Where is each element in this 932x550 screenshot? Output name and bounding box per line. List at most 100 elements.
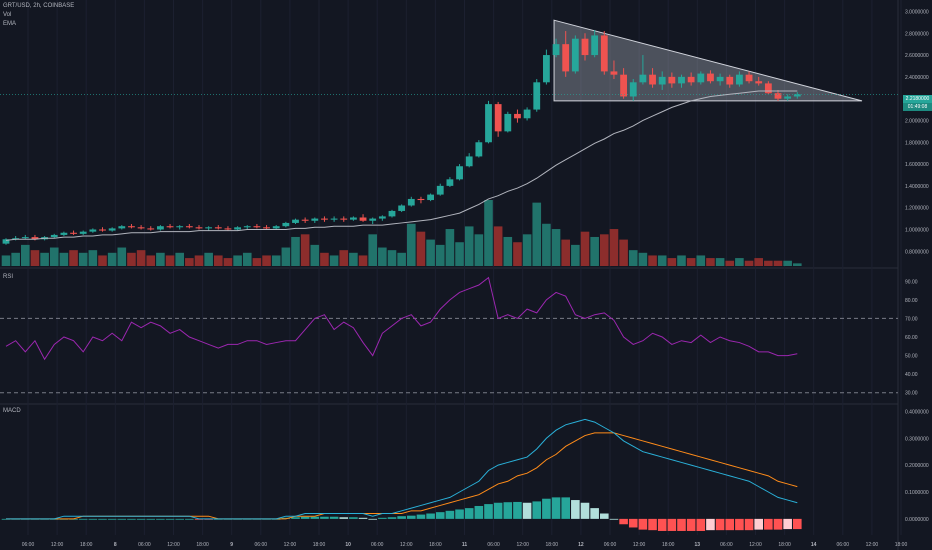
volume-bar [214, 255, 223, 266]
macd-histogram-bar [542, 498, 551, 519]
macd-histogram-bar [368, 518, 377, 520]
candle-body [793, 94, 801, 97]
volume-bar [580, 231, 590, 266]
macd-histogram-bar [78, 518, 88, 520]
candle-body [195, 227, 203, 229]
time-axis-tick: 12:00 [51, 542, 64, 548]
candle-body [764, 83, 772, 94]
ema-line [5, 90, 798, 241]
candle-body [774, 93, 782, 99]
candle-body [456, 166, 463, 180]
descending-triangle-drawing[interactable] [553, 19, 863, 102]
ema-legend[interactable]: EMA [3, 21, 17, 27]
candle-body [755, 81, 763, 84]
volume-bar [223, 258, 233, 266]
volume-bar [706, 258, 715, 266]
candle-countdown-tag: 01:49:08 [903, 103, 932, 111]
macd-signal-line [6, 432, 798, 520]
macd-histogram-bar [638, 518, 648, 530]
volume-bar [21, 244, 30, 266]
macd-histogram-bar [686, 518, 696, 531]
macd-histogram-bar [455, 509, 464, 519]
candle-body [214, 227, 222, 229]
volume-bar [368, 234, 377, 266]
macd-histogram-bar [580, 502, 590, 519]
candle-body [224, 228, 232, 230]
volume-bar [127, 252, 136, 266]
candle-body [263, 227, 270, 229]
volume-bar [262, 255, 271, 266]
candle-body [649, 74, 656, 85]
rsi-axis-tick: 80.00 [905, 298, 918, 304]
macd-histogram-bar [320, 516, 329, 519]
candle-body [21, 237, 29, 239]
time-axis-tick: 18:00 [196, 542, 209, 548]
volume-bar [397, 252, 406, 266]
time-axis-tick: 14 [811, 542, 817, 548]
volume-bar [628, 250, 638, 266]
volume-bar [793, 263, 802, 266]
macd-axis-tick: 0.2000000 [905, 463, 929, 469]
time-axis-tick: 06:00 [604, 542, 617, 548]
candle-body [205, 227, 213, 229]
candle-body [147, 228, 155, 230]
candle-body [89, 229, 97, 232]
price-axis-tick: 2.6000000 [905, 53, 929, 59]
macd-histogram-bar [657, 518, 667, 531]
time-axis-tick: 18:00 [313, 542, 326, 548]
candle-body [707, 73, 714, 82]
time-axis-tick: 18:00 [662, 542, 675, 548]
candle-body [359, 217, 367, 221]
macd-histogram-bar [88, 518, 98, 520]
candle-body [736, 74, 743, 85]
volume-bar [320, 252, 329, 266]
macd-histogram-bar [532, 501, 542, 519]
time-axis-tick: 18:00 [80, 542, 93, 548]
time-axis-tick: 10 [345, 542, 351, 548]
volume-bar [136, 250, 146, 266]
volume-bar [638, 252, 648, 266]
macd-histogram-bar [513, 501, 522, 519]
candle-body [292, 219, 299, 223]
volume-bar [40, 252, 49, 266]
volume-bar [561, 239, 570, 266]
macd-histogram-bar [464, 508, 474, 519]
macd-histogram-bar [426, 513, 435, 519]
macd-histogram-bar [165, 518, 175, 520]
macd-axis-tick: 0.1000000 [905, 490, 929, 496]
volume-bar [291, 236, 300, 266]
volume-bar [754, 258, 763, 266]
volume-bar [657, 255, 667, 266]
volume-bar [271, 255, 281, 266]
time-axis-tick: 9 [230, 542, 233, 548]
time-axis-tick: 12:00 [167, 542, 180, 548]
candle-body [446, 179, 454, 186]
candle-body [369, 218, 377, 221]
volume-bar [194, 255, 204, 266]
volume-bar [522, 234, 532, 266]
triangle-shape [553, 19, 863, 102]
macd-histogram-bar [773, 518, 783, 530]
rsi-pane-title[interactable]: RSI [3, 274, 14, 280]
volume-bar [426, 239, 435, 266]
macd-histogram-bar [735, 518, 744, 531]
candle-body [552, 44, 560, 56]
rsi-axis-tick: 70.00 [905, 316, 918, 322]
volume-bar [175, 252, 184, 266]
time-axis-tick: 12:00 [633, 542, 646, 548]
macd-histogram-bar [551, 497, 561, 519]
volume-legend[interactable]: Vol [3, 12, 12, 18]
volume-bar [30, 250, 40, 266]
candle-body [137, 227, 145, 229]
candle-body [610, 71, 618, 75]
candle-body [157, 226, 164, 230]
macd-histogram-bar [127, 518, 136, 520]
macd-pane-title[interactable]: MACD [3, 408, 21, 414]
candle-body [427, 194, 434, 201]
volume-bar [378, 247, 387, 266]
macd-histogram-bar [706, 518, 715, 531]
volume-bar [165, 255, 175, 266]
volume-bar [310, 244, 320, 266]
candle-body [581, 38, 589, 56]
